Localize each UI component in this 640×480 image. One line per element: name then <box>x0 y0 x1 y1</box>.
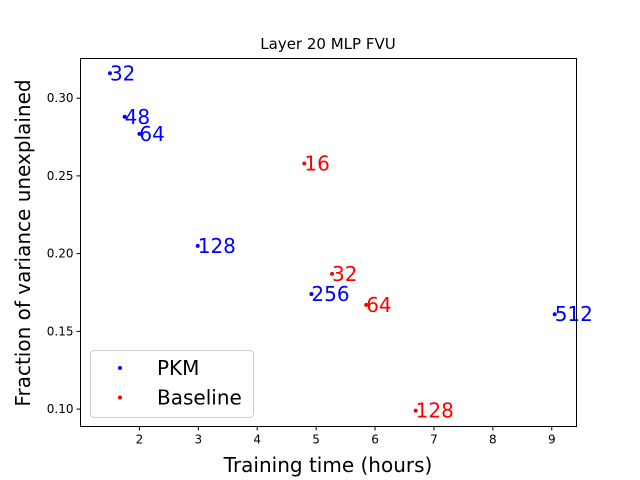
x-tick-label: 2 <box>136 433 144 447</box>
legend-label: Baseline <box>157 386 242 410</box>
data-point <box>137 131 142 136</box>
data-label: 128 <box>198 234 236 258</box>
x-tick-label: 8 <box>489 433 497 447</box>
data-point <box>195 243 200 248</box>
data-point <box>413 408 418 413</box>
legend-marker <box>118 395 122 400</box>
data-label: 64 <box>139 122 164 146</box>
y-tick-label: 0.30 <box>47 91 74 105</box>
data-point <box>552 312 557 317</box>
data-label: 512 <box>555 302 593 326</box>
data-point <box>309 292 314 297</box>
legend-label: PKM <box>157 356 199 380</box>
x-axis-label: Training time (hours) <box>223 453 433 477</box>
y-tick-label: 0.15 <box>47 324 74 338</box>
data-point <box>364 302 369 307</box>
x-tick-label: 4 <box>253 433 261 447</box>
x-tick-label: 7 <box>430 433 438 447</box>
data-point <box>302 161 307 166</box>
x-tick-label: 9 <box>548 433 556 447</box>
data-point <box>330 271 335 276</box>
data-label: 32 <box>110 61 135 85</box>
y-tick-label: 0.20 <box>47 247 74 261</box>
y-tick-label: 0.10 <box>47 402 74 416</box>
legend-marker <box>118 366 122 370</box>
data-label: 16 <box>304 151 329 175</box>
axis-ticks: 2 3 4 5 6 7 8 9 0.10 0.15 0.20 0.25 0.30 <box>47 91 556 446</box>
x-tick-label: 3 <box>194 433 202 447</box>
x-tick-label: 5 <box>312 433 320 447</box>
data-label: 128 <box>416 399 454 423</box>
chart-title: Layer 20 MLP FVU <box>260 35 395 53</box>
y-axis-label: Fraction of variance unexplained <box>11 79 35 406</box>
data-point <box>107 71 112 76</box>
data-label: 32 <box>332 262 357 286</box>
legend-box <box>90 350 254 418</box>
data-point <box>122 114 127 119</box>
legend: PKM Baseline <box>90 350 254 418</box>
data-label: 48 <box>125 105 150 129</box>
y-tick-label: 0.25 <box>47 169 74 183</box>
x-tick-label: 6 <box>371 433 379 447</box>
data-label: 256 <box>311 282 349 306</box>
plot-frame <box>80 58 577 427</box>
data-label: 64 <box>366 293 391 317</box>
